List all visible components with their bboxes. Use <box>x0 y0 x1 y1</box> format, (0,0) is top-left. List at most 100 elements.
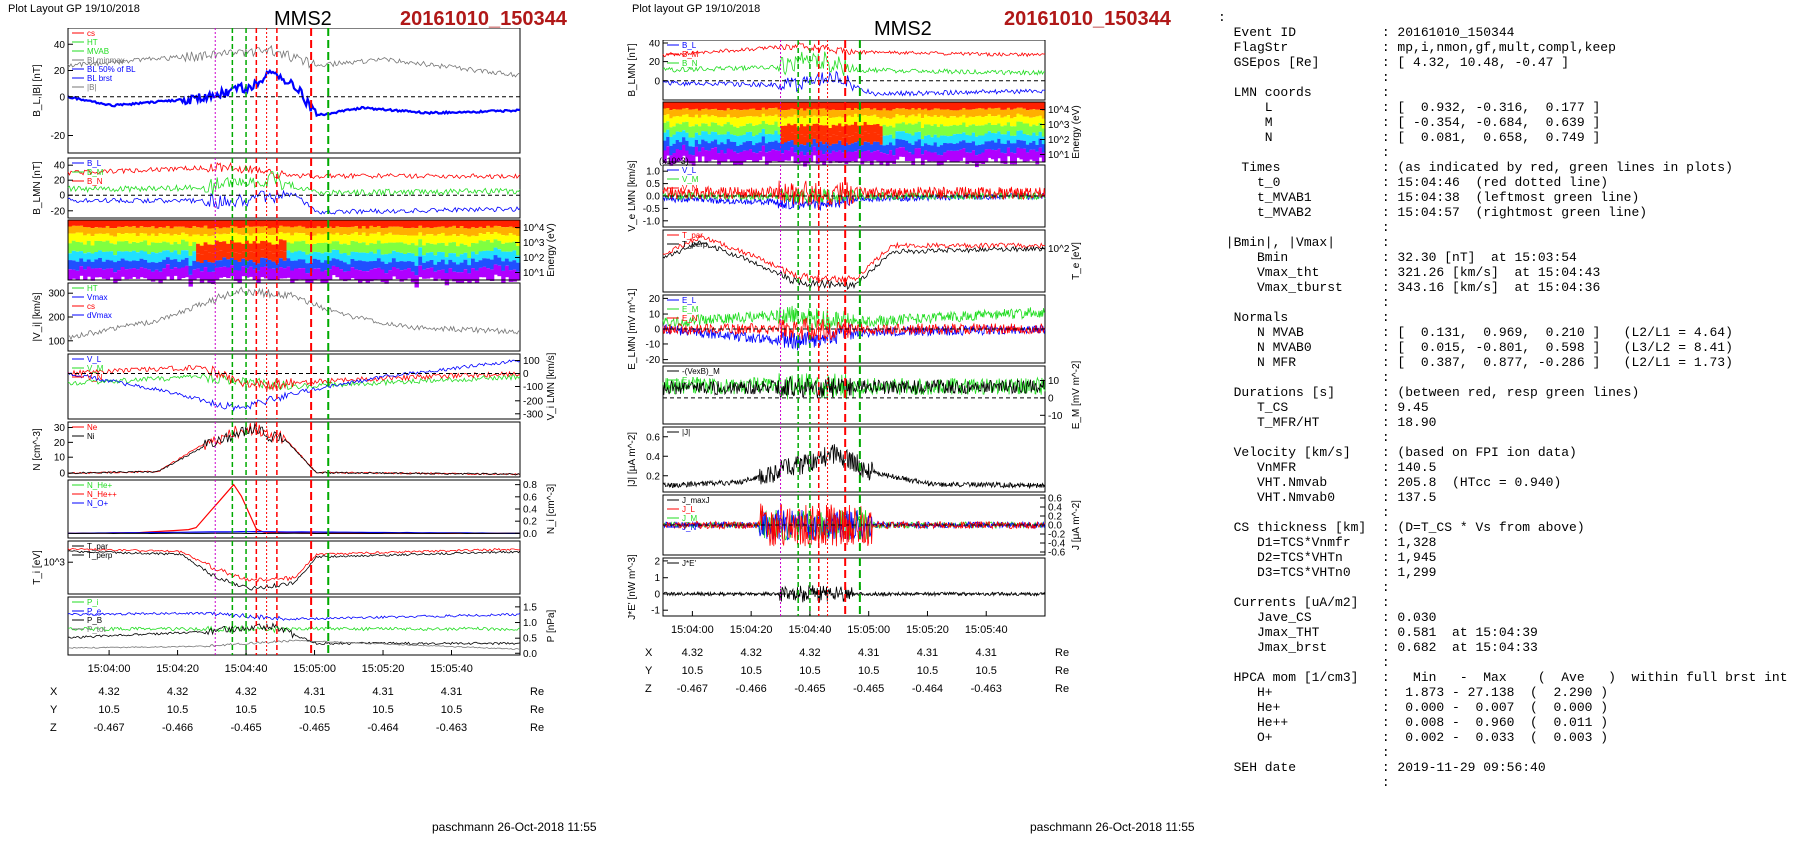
spec-cell <box>290 243 295 253</box>
ephem-value: 4.31 <box>858 647 879 659</box>
legend-entry: N_He++ <box>87 490 117 499</box>
spec-cell <box>761 136 766 146</box>
spec-cell <box>790 108 795 117</box>
spec-cell <box>698 144 702 152</box>
spec-cell <box>701 102 705 109</box>
spec-cell <box>173 241 178 251</box>
legend-entry: J_N <box>682 523 696 532</box>
spec-cell <box>742 142 747 151</box>
spec-cell <box>297 225 303 234</box>
spec-cell <box>399 220 404 227</box>
spec-cell <box>497 226 502 234</box>
spec-cell <box>139 233 144 242</box>
spec-cell <box>927 124 931 135</box>
spec-cell <box>949 116 954 126</box>
spec-cell <box>101 251 107 262</box>
spec-cell <box>682 114 686 123</box>
spec-cell <box>294 226 299 233</box>
spec-cell <box>203 250 208 260</box>
spec-cell <box>949 110 954 117</box>
spec-cell <box>68 260 73 270</box>
spec-cell <box>720 117 725 127</box>
spec-cell <box>154 269 159 281</box>
spec-cell <box>226 234 231 244</box>
spec-cell <box>847 108 852 116</box>
spec-cell <box>1013 143 1017 154</box>
spec-cell <box>981 125 986 136</box>
spec-cell <box>391 226 397 235</box>
spec-cell <box>841 126 846 138</box>
spec-cell <box>936 146 941 155</box>
spec-cell <box>399 270 404 282</box>
spec-cell <box>752 152 756 162</box>
spec-cell <box>150 252 156 263</box>
spec-cell <box>911 124 916 136</box>
spec-cell <box>736 127 740 137</box>
spec-cell <box>729 117 734 125</box>
spec-cell <box>904 140 909 151</box>
spec-cell <box>83 244 88 254</box>
spec-cell <box>354 226 359 232</box>
spec-cell <box>418 239 423 248</box>
spec-cell <box>271 227 276 236</box>
spec-cell <box>245 220 250 226</box>
spec-cell <box>275 253 280 264</box>
spec-cell <box>139 258 144 268</box>
spec-cell <box>444 273 450 286</box>
spec-cell <box>1041 118 1046 129</box>
spec-cell <box>271 268 276 280</box>
spec-cell <box>771 124 775 135</box>
spec-cell <box>713 116 718 123</box>
y-tick-label: 200 <box>48 313 65 324</box>
spec-cell <box>748 149 753 160</box>
spec-cell <box>803 102 807 111</box>
spec-cell <box>790 140 795 148</box>
spec-cell <box>150 242 156 253</box>
spec-cell <box>456 236 461 247</box>
spec-cell <box>101 220 107 228</box>
spec-cell <box>448 253 453 260</box>
legend-entry: T_perp <box>682 240 708 249</box>
series-line <box>662 234 1046 284</box>
spec-cell <box>418 220 423 226</box>
spec-cell <box>965 152 970 164</box>
spec-cell <box>873 108 877 115</box>
spec-cell <box>764 143 769 153</box>
spec-cell <box>882 145 887 153</box>
spec-cell <box>911 114 916 125</box>
spec-cell <box>911 108 916 115</box>
spec-cell <box>1041 128 1046 137</box>
spec-cell <box>854 121 858 133</box>
legend-entry: J_L <box>682 505 695 514</box>
spec-cell <box>879 136 884 145</box>
y-tick-label: 0 <box>59 191 65 202</box>
spec-cell <box>978 115 982 126</box>
spec-cell <box>831 134 836 144</box>
summary-line: t_0 : 15:04:46 (red dotted line) <box>1218 175 1609 190</box>
spec-cell <box>474 243 480 255</box>
spec-cell <box>456 256 461 265</box>
spec-cell <box>971 102 976 110</box>
spec-cell <box>1006 140 1011 148</box>
spec-cell <box>1022 102 1027 109</box>
spec-cell <box>666 102 670 108</box>
spec-cell <box>882 153 887 162</box>
spec-cell <box>850 110 855 117</box>
spec-cell <box>1013 126 1017 136</box>
spec-cell <box>282 233 288 241</box>
spec-cell <box>252 233 257 241</box>
spec-cell <box>1016 147 1021 158</box>
spec-cell <box>282 251 288 261</box>
spec-cell <box>780 137 785 144</box>
spec-cell <box>784 118 788 126</box>
spec-cell <box>422 255 427 263</box>
spec-cell <box>184 257 190 266</box>
spec-cell <box>713 102 718 109</box>
series-line <box>67 422 521 476</box>
spec-cell <box>516 246 521 256</box>
spec-cell <box>1025 134 1030 145</box>
ephem-row-label: Y <box>645 665 653 677</box>
spec-cell <box>860 108 865 116</box>
spec-cell <box>301 233 306 241</box>
